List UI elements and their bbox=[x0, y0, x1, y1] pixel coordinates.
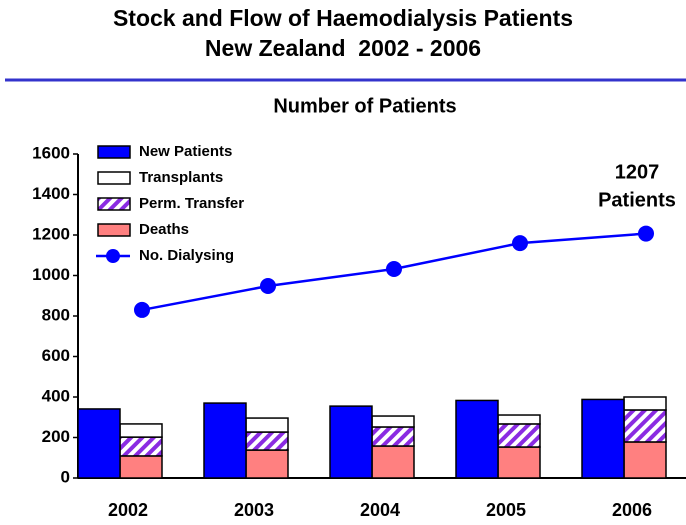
legend-label: Transplants bbox=[139, 169, 223, 186]
bar bbox=[371, 426, 415, 447]
legend-label: New Patients bbox=[139, 143, 232, 160]
line-point bbox=[512, 235, 528, 252]
bar bbox=[623, 409, 667, 443]
chart-title: Stock and Flow of Haemodialysis Patients bbox=[113, 5, 573, 31]
y-tick-label: 1600 bbox=[32, 143, 70, 162]
bar bbox=[497, 414, 541, 425]
bar bbox=[119, 423, 163, 438]
annotation: 1207 bbox=[615, 161, 660, 183]
bar bbox=[203, 402, 247, 479]
legend-swatch bbox=[97, 223, 131, 237]
y-tick-label: 400 bbox=[42, 386, 70, 405]
annotation: Patients bbox=[598, 189, 676, 211]
chart-title: New Zealand 2002 - 2006 bbox=[205, 35, 481, 61]
y-tick-label: 1200 bbox=[32, 224, 70, 243]
legend-label: Deaths bbox=[139, 221, 189, 238]
legend-swatch bbox=[97, 171, 131, 185]
bar bbox=[623, 396, 667, 411]
x-tick-label: 2006 bbox=[612, 500, 652, 520]
bar bbox=[245, 417, 289, 433]
x-tick-label: 2004 bbox=[360, 500, 400, 520]
bar bbox=[329, 405, 373, 479]
y-tick-label: 800 bbox=[42, 305, 70, 324]
bar bbox=[581, 398, 625, 479]
line-point bbox=[260, 278, 276, 295]
bar bbox=[371, 445, 415, 479]
bar bbox=[119, 455, 163, 479]
x-tick-label: 2003 bbox=[234, 500, 274, 520]
bar bbox=[119, 436, 163, 457]
legend-swatch bbox=[97, 197, 131, 211]
legend-swatch bbox=[97, 145, 131, 159]
bar bbox=[77, 408, 121, 479]
y-tick-label: 200 bbox=[42, 427, 70, 446]
x-tick-label: 2005 bbox=[486, 500, 526, 520]
bar bbox=[455, 399, 499, 479]
line-point bbox=[638, 225, 654, 242]
bar bbox=[497, 446, 541, 479]
legend-label: No. Dialysing bbox=[139, 247, 234, 264]
legend-marker bbox=[106, 249, 120, 263]
y-tick-label: 0 bbox=[61, 467, 70, 486]
line-point bbox=[134, 301, 150, 318]
legend-label: Perm. Transfer bbox=[139, 195, 244, 212]
bar bbox=[245, 431, 289, 451]
bar bbox=[371, 415, 415, 428]
chart-subtitle: Number of Patients bbox=[273, 95, 456, 117]
bar bbox=[623, 441, 667, 479]
bar bbox=[497, 423, 541, 448]
y-tick-label: 1400 bbox=[32, 184, 70, 203]
bar bbox=[245, 449, 289, 479]
line-point bbox=[386, 261, 402, 278]
y-tick-label: 1000 bbox=[32, 265, 70, 284]
y-tick-label: 600 bbox=[42, 346, 70, 365]
x-tick-label: 2002 bbox=[108, 500, 148, 520]
